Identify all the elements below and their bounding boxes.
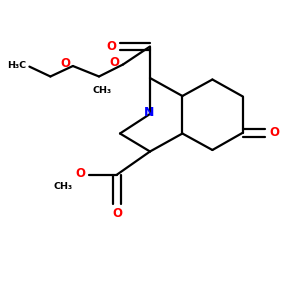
Text: O: O [106,40,116,53]
Text: O: O [60,57,70,70]
Text: O: O [269,126,279,139]
Text: O: O [75,167,85,180]
Text: N: N [144,106,154,119]
Text: O: O [110,56,120,70]
Text: H₃C: H₃C [7,61,26,70]
Text: CH₃: CH₃ [92,86,112,95]
Text: O: O [112,207,122,220]
Text: CH₃: CH₃ [53,182,73,191]
